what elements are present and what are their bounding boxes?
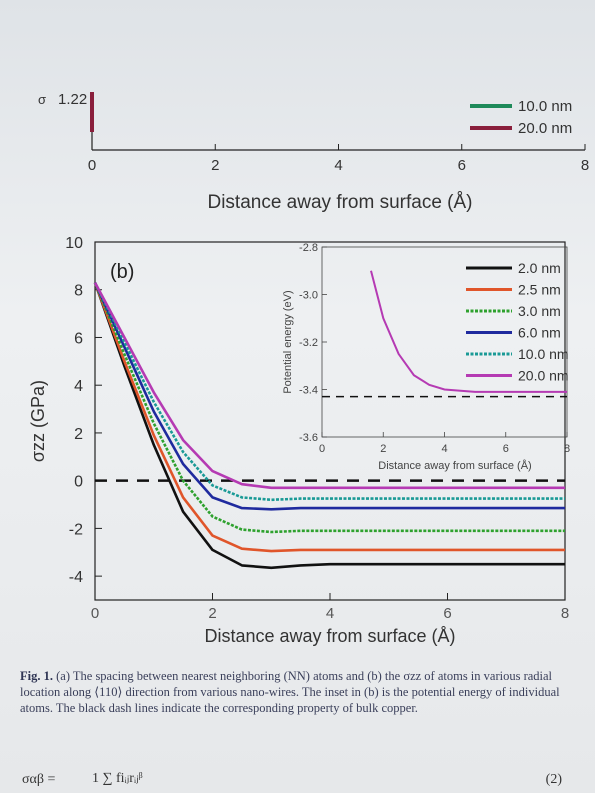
inset-y-axis-label: Potential energy (eV) [282, 290, 294, 393]
legend-label: 2.0 nm [518, 260, 561, 276]
x-tick-label: 4 [326, 605, 334, 622]
top-chart-fragment: σ 1.22 0 2 4 6 8 Distance away from surface … [38, 91, 589, 213]
y-tick-label: -2 [69, 521, 83, 538]
equation-body: 1 ∑ fiᵢⱼrᵢⱼᵝ [92, 771, 143, 786]
series-line-2-5-nm [93, 282, 565, 553]
caption-label: Fig. 1. [20, 669, 53, 683]
figure-caption: Fig. 1. (a) The spacing between nearest … [20, 668, 585, 716]
caption-text: (a) The spacing between nearest neighbor… [20, 669, 560, 715]
inset-x-tick-label: 6 [503, 443, 509, 455]
top-x-tick-label: 4 [334, 157, 342, 174]
x-tick-label: 8 [561, 605, 569, 622]
series-line-2-0-nm [93, 282, 565, 570]
top-legend-label: 20.0 nm [518, 120, 572, 137]
inset-potential-curve [370, 270, 567, 393]
inset-y-tick-label: -2.8 [299, 242, 318, 254]
top-legend-label: 10.0 nm [518, 98, 572, 115]
y-tick-label: -4 [69, 569, 83, 586]
x-axis-label: Distance away from surface (Å) [204, 626, 455, 646]
figure-svg: σ 1.22 0 2 4 6 8 Distance away from surface … [28, 91, 589, 646]
legend-label: 10.0 nm [518, 346, 569, 362]
equation-fragment: σαβ = 1 ∑ fiᵢⱼrᵢⱼᵝ (2) [22, 770, 582, 792]
legend-label: 2.5 nm [518, 282, 561, 298]
inset-y-tick-label: -3.2 [299, 337, 318, 349]
series-line-20-0-nm [93, 281, 565, 490]
y-tick-label: 0 [74, 474, 83, 491]
y-tick-label: 6 [74, 330, 83, 347]
legend-label: 20.0 nm [518, 368, 569, 384]
top-x-tick-label: 0 [88, 157, 96, 174]
inset-y-tick-label: -3.6 [299, 432, 318, 444]
y-tick-label: 2 [74, 426, 83, 443]
inset-x-tick-label: 0 [319, 443, 325, 455]
inset-y-tick-label: -3.0 [299, 290, 318, 302]
top-left-glyph: σ [38, 92, 46, 107]
x-tick-label: 0 [91, 605, 99, 622]
inset-x-tick-label: 2 [380, 443, 386, 455]
panel-b: (b) 10 8 6 4 2 0 -2 -4 0 2 4 6 8 σzz (GPa) Distance… [28, 235, 570, 646]
inset-x-axis-label: Distance away from surface (Å) [378, 459, 531, 472]
inset-chart: -2.8 -3.0 -3.2 -3.4 -3.6 0 2 4 6 8 Potential ene… [282, 242, 570, 472]
series-line-3-0-nm [93, 282, 565, 534]
series-line-6-0-nm [93, 282, 565, 511]
y-axis-label: σzz (GPa) [28, 380, 48, 462]
panel-label: (b) [110, 261, 134, 283]
inset-x-tick-label: 8 [564, 443, 570, 455]
inset-x-tick-label: 4 [441, 443, 447, 455]
x-tick-label: 6 [443, 605, 451, 622]
inset-y-tick-label: -3.4 [299, 385, 318, 397]
y-tick-label: 8 [74, 283, 83, 300]
top-x-axis-label: Distance away from surface (Å) [207, 192, 472, 213]
top-x-tick-label: 8 [581, 157, 589, 174]
legend-label: 6.0 nm [518, 325, 561, 341]
equation-lhs: σαβ = [22, 772, 56, 787]
legend-label: 3.0 nm [518, 303, 561, 319]
series-line-10-0-nm [93, 282, 565, 502]
x-tick-label: 2 [208, 605, 216, 622]
top-y-tick: 1.22 [58, 91, 87, 108]
equation-number: (2) [545, 772, 562, 787]
y-tick-label: 4 [74, 378, 83, 395]
y-tick-label: 10 [65, 235, 83, 252]
top-x-tick-label: 2 [211, 157, 219, 174]
top-x-tick-label: 6 [458, 157, 466, 174]
